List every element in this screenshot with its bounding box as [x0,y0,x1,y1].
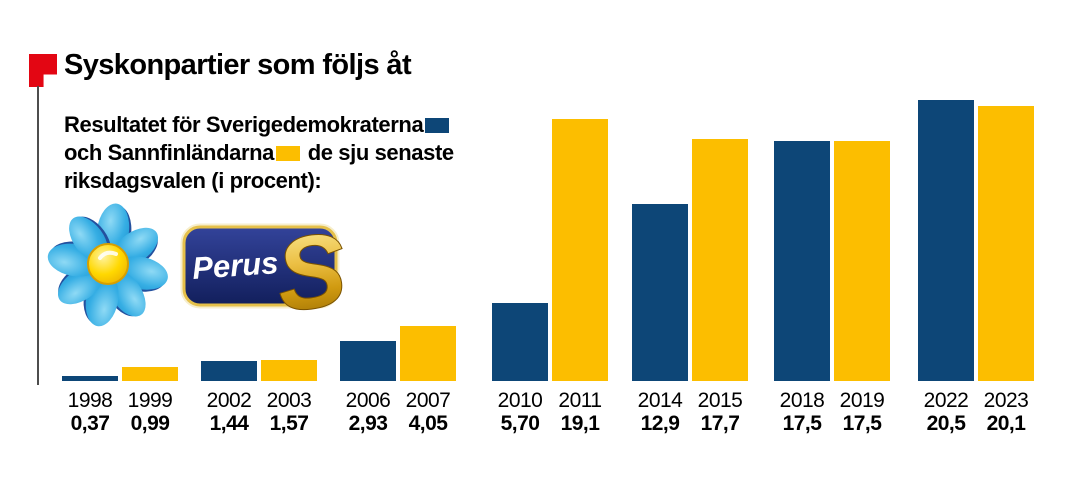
value-label-2002: 1,44 [209,412,249,435]
bar-pf_yellow-2023 [978,105,1034,381]
value-label-2003: 1,57 [269,412,309,435]
value-label-1998: 0,37 [70,412,110,435]
year-label-2003: 2003 [266,389,312,412]
year-label-2002: 2002 [206,389,252,412]
flagpole-line [37,86,39,385]
logo-plate [182,225,338,307]
bar-sd_blue-2006 [340,340,396,381]
value-label-2018: 17,5 [782,412,822,435]
bar-column-2011: 2011 19,1 [552,0,608,435]
year-label-2010: 2010 [497,389,543,412]
legend-swatch-sd [425,118,450,133]
year-label-2014: 2014 [637,389,683,412]
logo-outer-edge [180,223,340,309]
value-label-2019: 17,5 [842,412,882,435]
bar-column-1998: 1998 0,37 [62,0,118,435]
bar-pf_yellow-2019 [834,141,890,381]
bar-pf_yellow-1999 [122,367,178,381]
bar-pair-2022: 2022 20,5 2023 20,1 [918,0,1034,435]
bar-column-2019: 2019 17,5 [834,0,890,435]
bar-pf_yellow-2007 [400,325,456,381]
bar-pair-2002: 2002 1,44 2003 1,57 [201,0,317,435]
value-label-2015: 17,7 [700,412,740,435]
year-label-1999: 1999 [127,389,173,412]
value-label-1999: 0,99 [130,412,170,435]
value-label-2006: 2,93 [348,412,388,435]
value-label-2023: 20,1 [986,412,1026,435]
bar-sd_blue-1998 [62,375,118,381]
value-label-2022: 20,5 [926,412,966,435]
year-label-2015: 2015 [697,389,743,412]
value-label-2010: 5,70 [500,412,540,435]
subtitle-line2b: de sju senaste [307,140,454,165]
subtitle-line3: riksdagsvalen (i procent): [64,168,322,193]
bar-pf_yellow-2015 [692,138,748,381]
chart-subtitle: Resultatet för Sverigedemokraterna och S… [64,111,504,195]
bar-column-2006: 2006 2,93 [340,0,396,435]
bar-sd_blue-2022 [918,100,974,381]
bar-column-2003: 2003 1,57 [261,0,317,435]
bar-column-2022: 2022 20,5 [918,0,974,435]
value-label-2014: 12,9 [640,412,680,435]
bar-column-2018: 2018 17,5 [774,0,830,435]
year-label-2011: 2011 [558,389,602,412]
perus-s-letter: S [270,214,352,328]
year-label-2019: 2019 [839,389,885,412]
year-label-2006: 2006 [345,389,391,412]
year-label-2007: 2007 [405,389,451,412]
bar-column-2014: 2014 12,9 [632,0,688,435]
sverigedemokraterna-flower-logo [47,203,168,327]
bar-column-1999: 1999 0,99 [122,0,178,435]
value-label-2011: 19,1 [560,412,600,435]
bar-pair-2010: 2010 5,70 2011 19,1 [492,0,608,435]
year-label-2023: 2023 [983,389,1029,412]
subtitle-line2a: och Sannfinländarna [64,140,274,165]
flower-petals [47,203,168,327]
bar-pf_yellow-2003 [261,359,317,381]
bar-pair-2018: 2018 17,5 2019 17,5 [774,0,890,435]
bar-sd_blue-2018 [774,141,830,381]
bar-pf_yellow-2011 [552,119,608,381]
perus-s-logo: Perus S [180,214,352,328]
year-label-1998: 1998 [67,389,113,412]
page-title: Syskonpartier som följs åt [64,49,412,81]
year-label-2018: 2018 [779,389,825,412]
bar-chart: 1998 0,37 1999 0,99 2002 1,44 2003 1,57 2006 2,93… [62,0,1034,435]
bar-column-2023: 2023 20,1 [978,0,1034,435]
bar-pair-1998: 1998 0,37 1999 0,99 [62,0,178,435]
bar-column-2015: 2015 17,7 [692,0,748,435]
bar-column-2010: 2010 5,70 [492,0,548,435]
bar-sd_blue-2014 [632,204,688,381]
bar-pair-2014: 2014 12,9 2015 17,7 [632,0,748,435]
value-label-2007: 4,05 [408,412,448,435]
bar-sd_blue-2002 [201,361,257,381]
bar-pair-2006: 2006 2,93 2007 4,05 [340,0,456,435]
year-label-2022: 2022 [923,389,969,412]
perus-wordmark: Perus [191,245,279,286]
legend-swatch-pf [275,146,300,161]
subtitle-line1: Resultatet för Sverigedemokraterna [64,112,424,137]
bar-column-2002: 2002 1,44 [201,0,257,435]
bar-sd_blue-2010 [492,302,548,381]
bar-column-2007: 2007 4,05 [400,0,456,435]
flower-center [87,243,129,285]
